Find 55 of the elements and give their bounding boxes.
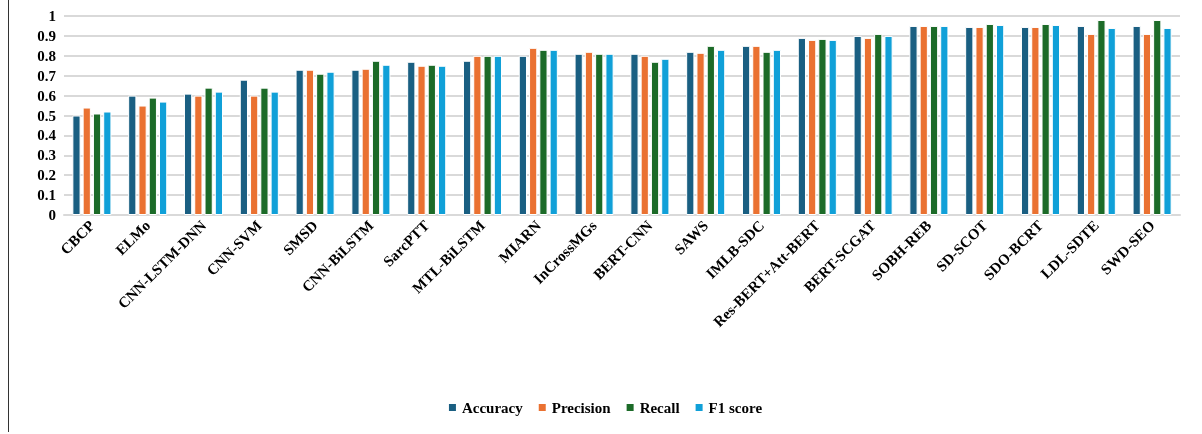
y-tick-label: 0.2: [37, 167, 56, 184]
bar: [159, 101, 168, 215]
bar: [1020, 26, 1030, 215]
y-tick-label: 0: [48, 207, 56, 223]
bar: [214, 91, 224, 215]
bar: [706, 45, 715, 215]
bar: [529, 47, 538, 215]
bar: [1142, 33, 1152, 215]
bar: [1087, 33, 1096, 215]
bar: [940, 25, 949, 215]
bar: [305, 69, 315, 215]
bar: [741, 45, 751, 215]
bar: [371, 60, 381, 215]
y-tick-label: 0.3: [37, 147, 56, 164]
bar: [382, 64, 391, 215]
y-tick-label: 0.9: [37, 27, 56, 44]
bar: [92, 113, 102, 215]
bar: [650, 61, 660, 215]
legend-label: Accuracy: [461, 399, 524, 416]
bar: [584, 51, 594, 215]
bar: [239, 79, 248, 215]
bar: [250, 95, 259, 215]
y-tick-label: 0.7: [37, 67, 57, 84]
bar: [295, 69, 304, 215]
bar: [438, 65, 447, 215]
y-tick-label: 1: [48, 8, 56, 24]
bar: [493, 55, 503, 215]
bar: [103, 111, 112, 215]
bar: [929, 25, 939, 215]
bar: [574, 53, 583, 215]
bar: [148, 97, 157, 215]
bar: [772, 49, 782, 215]
bar: [717, 49, 726, 215]
bar: [996, 24, 1005, 215]
bar: [518, 55, 527, 215]
bar: [183, 93, 193, 215]
y-tick-label: 0.5: [37, 107, 56, 124]
legend-label: Recall: [639, 399, 680, 416]
bar: [1076, 25, 1085, 215]
bar: [1132, 25, 1141, 215]
bar: [863, 37, 873, 215]
y-tick-label: 0.1: [37, 187, 56, 204]
bar: [808, 39, 817, 215]
legend-label: Precision: [551, 399, 612, 416]
bar: [462, 60, 472, 215]
bar: [1051, 24, 1061, 215]
bar: [427, 64, 436, 215]
bar: [853, 35, 862, 215]
legend-label: F1 score: [708, 399, 763, 416]
bar: [797, 37, 806, 215]
y-tick-label: 0.6: [37, 87, 57, 104]
bar: [661, 58, 670, 215]
y-tick-label: 0.8: [37, 47, 56, 64]
bar: [985, 23, 994, 215]
y-tick-label: 0.4: [37, 127, 57, 144]
